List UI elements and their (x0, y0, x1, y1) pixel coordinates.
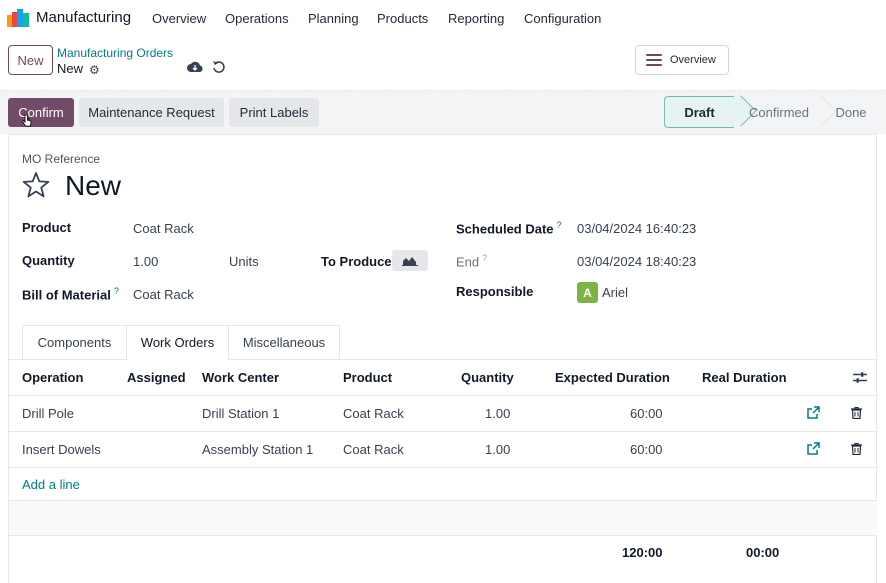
stage-draft[interactable]: Draft (664, 96, 734, 128)
manufacturing-app-icon[interactable] (7, 9, 29, 27)
quantity-field[interactable]: 1.00 (133, 254, 159, 269)
row-work-center[interactable]: Assembly Station 1 (202, 442, 314, 457)
star-icon[interactable] (22, 171, 50, 199)
bom-label: Bill of Material? (22, 286, 119, 302)
row-product[interactable]: Coat Rack (343, 442, 404, 457)
responsible-label: Responsible (456, 284, 534, 299)
open-external-icon[interactable] (807, 406, 820, 419)
stage-confirmed[interactable]: Confirmed (749, 104, 809, 120)
responsible-field[interactable]: Ariel (602, 285, 629, 300)
stage-indicator: Draft Confirmed Done (664, 95, 878, 128)
breadcrumb-current: New (57, 61, 84, 76)
breadcrumb-parent[interactable]: Manufacturing Orders (57, 46, 174, 60)
end-date-field[interactable]: 03/04/2024 18:40:23 (577, 254, 697, 269)
menu-reporting[interactable]: Reporting (448, 11, 505, 26)
menu-operations[interactable]: Operations (225, 11, 289, 26)
row-product[interactable]: Coat Rack (343, 406, 404, 421)
optional-columns-icon[interactable] (853, 371, 867, 384)
active-tab-gap (127, 358, 228, 360)
gear-icon[interactable]: ⚙ (89, 63, 100, 77)
forecast-button[interactable] (392, 250, 428, 271)
overview-button-label: Overview (670, 54, 716, 66)
end-help-icon[interactable]: ? (482, 253, 488, 263)
row-divider (9, 431, 877, 432)
avatar: A (577, 282, 598, 303)
col-quantity[interactable]: Quantity (461, 370, 514, 385)
scheduled-date-label: Scheduled Date? (456, 220, 562, 236)
open-external-icon[interactable] (807, 442, 820, 455)
hand-cursor-icon (22, 114, 32, 127)
end-label-text: End (456, 254, 480, 270)
row-divider (9, 467, 877, 468)
total-real-duration: 00:00 (746, 545, 780, 560)
add-line-link[interactable]: Add a line (22, 477, 80, 492)
new-button[interactable]: New (8, 45, 53, 75)
top-navbar: Manufacturing Overview Operations Planni… (0, 0, 886, 36)
col-product[interactable]: Product (343, 370, 393, 385)
col-assigned[interactable]: Assigned (127, 370, 186, 385)
header-divider (9, 395, 877, 396)
quantity-label: Quantity (22, 253, 75, 268)
area-chart-icon (402, 257, 418, 266)
tab-work-orders[interactable]: Work Orders (126, 325, 229, 360)
row-operation[interactable]: Insert Dowels (22, 442, 101, 457)
menu-configuration[interactable]: Configuration (524, 11, 602, 26)
row-expected-duration[interactable]: 60:00 (630, 442, 663, 457)
row-operation[interactable]: Drill Pole (22, 406, 75, 421)
menu-lines-icon (646, 54, 662, 66)
discard-icon[interactable] (212, 60, 226, 74)
to-produce-label: To Produce (321, 254, 392, 269)
end-label: End? (456, 253, 487, 269)
tab-components[interactable]: Components (22, 325, 126, 360)
stage-done[interactable]: Done (835, 104, 867, 120)
bom-field[interactable]: Coat Rack (133, 287, 194, 302)
footer-divider (9, 535, 877, 536)
save-cloud-icon[interactable] (187, 60, 203, 74)
col-expected-duration[interactable]: Expected Duration (555, 370, 670, 385)
scheduled-date-field[interactable]: 03/04/2024 16:40:23 (577, 221, 697, 236)
scheduled-date-label-text: Scheduled Date (456, 221, 554, 237)
col-operation[interactable]: Operation (22, 370, 84, 385)
product-field[interactable]: Coat Rack (133, 221, 194, 236)
print-labels-button[interactable]: Print Labels (229, 98, 319, 127)
uom-field[interactable]: Units (229, 254, 259, 269)
col-real-duration[interactable]: Real Duration (702, 370, 787, 385)
menu-overview[interactable]: Overview (152, 11, 207, 26)
app-name[interactable]: Manufacturing (36, 9, 132, 26)
scheduled-help-icon[interactable]: ? (556, 220, 562, 230)
trash-icon[interactable] (851, 443, 862, 455)
row-quantity[interactable]: 1.00 (485, 442, 511, 457)
row-divider (9, 500, 877, 501)
product-label: Product (22, 220, 72, 235)
confirm-button[interactable]: Confirm (8, 98, 74, 127)
bom-label-text: Bill of Material (22, 287, 111, 303)
menu-planning[interactable]: Planning (308, 11, 359, 26)
total-expected-duration: 120:00 (622, 545, 663, 560)
empty-row-band (9, 501, 877, 535)
tab-divider (9, 359, 877, 360)
tab-miscellaneous[interactable]: Miscellaneous (229, 325, 340, 360)
menu-products[interactable]: Products (377, 11, 429, 26)
row-expected-duration[interactable]: 60:00 (630, 406, 663, 421)
maintenance-request-button[interactable]: Maintenance Request (79, 98, 224, 127)
trash-icon[interactable] (851, 407, 862, 419)
col-work-center[interactable]: Work Center (202, 370, 280, 385)
bom-help-icon[interactable]: ? (113, 286, 119, 296)
control-panel: New Manufacturing Orders New ⚙ Overview (0, 36, 886, 90)
row-quantity[interactable]: 1.00 (485, 406, 511, 421)
page-title[interactable]: New (65, 170, 122, 201)
row-work-center[interactable]: Drill Station 1 (202, 406, 280, 421)
overview-button[interactable]: Overview (635, 45, 729, 75)
mo-reference-label: MO Reference (22, 152, 101, 166)
